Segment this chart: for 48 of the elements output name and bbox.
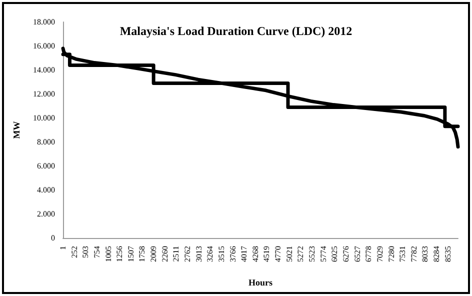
- y-tick-label: 10.000: [33, 114, 55, 122]
- y-axis-title: MW: [12, 121, 22, 139]
- x-tick-label: 8535: [443, 246, 452, 262]
- x-tick-label: 4268: [250, 246, 260, 262]
- x-tick-label: 5774: [318, 246, 328, 262]
- y-tick-label: 0: [51, 234, 55, 242]
- y-tick-label: 16.000: [33, 42, 55, 50]
- x-tick-label: 6276: [341, 246, 350, 262]
- y-tick-label: 2.000: [37, 210, 55, 218]
- x-tick-label: 6527: [352, 246, 362, 262]
- y-tick-label: 4.000: [37, 186, 55, 194]
- x-tick-label: 7029: [375, 246, 384, 262]
- y-tick-label: 18.000: [33, 18, 55, 26]
- x-tick-label: 8033: [420, 246, 430, 262]
- x-tick-label: 7782: [409, 246, 418, 262]
- x-tick-label: 3515: [216, 246, 226, 262]
- x-tick-label: 5272: [296, 246, 306, 262]
- x-tick-label: 2260: [160, 246, 170, 262]
- y-tick-label: 12.000: [33, 90, 55, 98]
- x-tick-label: 2009: [149, 246, 158, 262]
- x-tick-label: 6025: [330, 246, 340, 262]
- x-tick-label: 8284: [432, 246, 442, 262]
- x-tick-label: 1256: [115, 246, 124, 262]
- x-tick-label: 503: [81, 246, 90, 258]
- y-tick-label: 8.000: [37, 138, 55, 146]
- x-tick-label: 4017: [240, 246, 249, 262]
- x-tick-label: 4770: [274, 246, 283, 262]
- y-tick-label: 6.000: [37, 162, 55, 170]
- x-tick-label: 2762: [183, 246, 192, 262]
- x-axis-title: Hours: [248, 278, 273, 288]
- x-tick-label: 5021: [284, 246, 294, 262]
- y-tick-label: 14.000: [33, 66, 55, 74]
- x-tick-label: 7531: [398, 246, 408, 262]
- x-tick-label: 1758: [138, 246, 147, 262]
- x-tick-label: 3766: [228, 246, 238, 262]
- x-tick-label: 3013: [194, 246, 204, 262]
- x-tick-label: 3264: [206, 246, 215, 262]
- x-tick-label: 6778: [364, 246, 374, 262]
- x-tick-label: 252: [70, 246, 79, 258]
- x-tick-label: 1507: [126, 246, 136, 262]
- chart-title: Malaysia's Load Duration Curve (LDC) 2012: [120, 24, 352, 38]
- x-tick-label: 754: [92, 246, 102, 258]
- x-tick-label: 7280: [386, 246, 396, 262]
- x-tick-label: 5523: [308, 246, 317, 262]
- x-tick-label: 4519: [262, 246, 272, 262]
- x-tick-label: 1: [58, 246, 68, 250]
- x-tick-label: 1005: [104, 246, 113, 262]
- x-tick-label: 2511: [172, 246, 181, 262]
